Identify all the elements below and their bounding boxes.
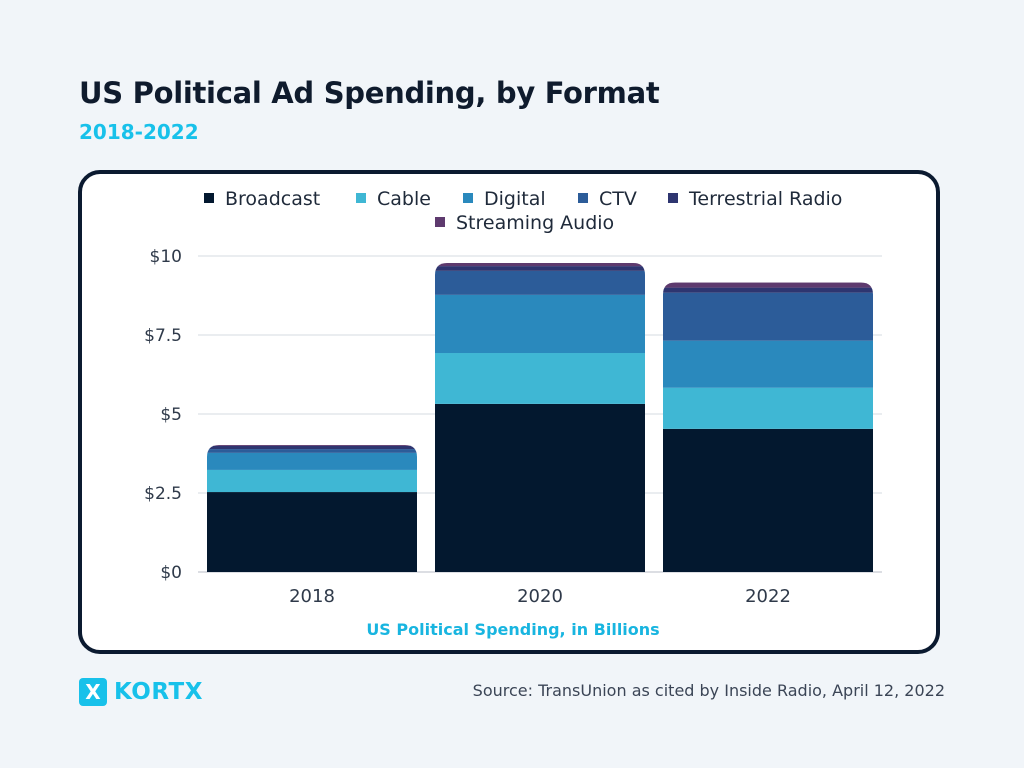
bar-segment-digital	[435, 294, 645, 354]
bar-segment-cable	[207, 469, 417, 493]
legend-label: CTV	[599, 188, 637, 210]
legend-swatch-icon	[463, 193, 473, 203]
bar-segment-cable	[663, 387, 873, 429]
x-axis-ticks: 2018 2020 2022	[289, 586, 791, 607]
x-tick-label: 2020	[517, 586, 563, 607]
page-title: US Political Ad Spending, by Format	[79, 76, 660, 110]
bar-segment-digital	[207, 452, 417, 470]
legend-swatch-icon	[435, 217, 445, 227]
bar-segment-broadcast	[663, 428, 873, 572]
legend: Broadcast Cable Digital CTV Terrestrial Radi…	[204, 188, 842, 234]
bar-segment-broadcast	[435, 403, 645, 572]
y-axis-ticks: $0 $2.5 $5 $7.5 $10	[144, 247, 182, 583]
x-axis-label: US Political Spending, in Billions	[366, 620, 659, 639]
kortx-logo: X KORTX	[79, 678, 203, 706]
logo-mark-icon: X	[79, 678, 107, 706]
legend-label: Digital	[484, 188, 546, 210]
logo-text: KORTX	[114, 679, 203, 705]
legend-swatch-icon	[668, 193, 678, 203]
legend-label: Cable	[377, 188, 431, 210]
legend-label: Streaming Audio	[456, 212, 614, 234]
source-note: Source: TransUnion as cited by Inside Ra…	[472, 681, 945, 700]
x-tick-label: 2022	[745, 586, 791, 607]
legend-item-streaming-audio[interactable]: Streaming Audio	[435, 212, 614, 234]
bar-segment-ctv	[663, 292, 873, 341]
bar-segment-broadcast	[207, 492, 417, 572]
bar-segment-terrestrial-radio	[663, 287, 873, 293]
bar-segment-digital	[663, 340, 873, 388]
page-subtitle: 2018-2022	[79, 120, 199, 144]
bar-segment-streaming-audio	[435, 262, 645, 267]
bar-segment-ctv	[435, 270, 645, 295]
y-tick-label: $10	[150, 247, 182, 267]
legend-label: Terrestrial Radio	[688, 188, 842, 210]
y-tick-label: $2.5	[144, 484, 182, 504]
y-tick-label: $5	[160, 405, 182, 425]
x-tick-label: 2018	[289, 586, 335, 607]
bar-segment-streaming-audio	[663, 282, 873, 288]
bar-segment-terrestrial-radio	[207, 445, 417, 450]
legend-item-cable[interactable]: Cable	[356, 188, 431, 210]
bars	[207, 262, 873, 572]
legend-swatch-icon	[204, 193, 214, 203]
legend-item-ctv[interactable]: CTV	[578, 188, 637, 210]
bar-segment-ctv	[207, 449, 417, 453]
legend-item-digital[interactable]: Digital	[463, 188, 546, 210]
legend-item-broadcast[interactable]: Broadcast	[204, 188, 320, 210]
bar-stack-2018	[207, 444, 417, 572]
legend-swatch-icon	[578, 193, 588, 203]
bar-stack-2020	[435, 262, 645, 572]
y-tick-label: $0	[160, 563, 182, 583]
legend-item-terrestrial-radio[interactable]: Terrestrial Radio	[668, 188, 842, 210]
legend-swatch-icon	[356, 193, 366, 203]
bar-stack-2022	[663, 282, 873, 572]
bar-segment-streaming-audio	[207, 444, 417, 446]
bar-segment-cable	[435, 353, 645, 404]
y-tick-label: $7.5	[144, 326, 182, 346]
legend-label: Broadcast	[225, 188, 320, 210]
bar-segment-terrestrial-radio	[435, 266, 645, 271]
